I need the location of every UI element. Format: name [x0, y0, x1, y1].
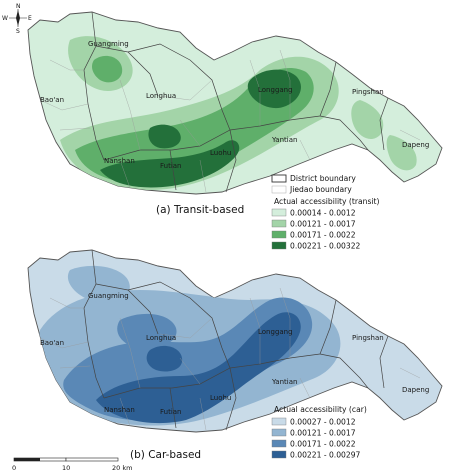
- legend-b-class-swatch-4: [271, 450, 287, 459]
- map-b-accessibility-surface: [39, 265, 341, 426]
- legend-a-class-swatch-4: [271, 241, 287, 250]
- legend-a-class-label-1: 0.00014 - 0.0012: [290, 209, 356, 218]
- legend-a-classes: 0.00014 - 0.0012 0.00121 - 0.0017 0.00171 …: [271, 208, 361, 251]
- district-label-luohu: Luohu: [210, 394, 231, 402]
- district-label-baoan: Bao'an: [40, 96, 64, 104]
- legend-a-class-swatch-3: [271, 230, 287, 239]
- scale-tick-10: 10: [62, 464, 70, 472]
- district-label-pingshan: Pingshan: [352, 334, 384, 342]
- map-a-district-boundaries: [83, 11, 389, 193]
- compass-rose: N S E W: [2, 3, 32, 35]
- map-a-district-labels: Guangming Bao'an Longhua Longgang Pingsh…: [40, 40, 429, 170]
- map-a: Guangming Bao'an Longhua Longgang Pingsh…: [27, 11, 443, 195]
- district-label-longgang: Longgang: [258, 328, 293, 336]
- legend-a-class-label-3: 0.00171 - 0.0022: [290, 231, 356, 240]
- district-label-guangming: Guangming: [88, 292, 129, 300]
- compass-w: W: [2, 15, 8, 22]
- map-b-district-labels: Guangming Bao'an Longhua Longgang Pingsh…: [40, 292, 429, 416]
- legend-b-class-label-4: 0.00221 - 0.00297: [290, 451, 361, 460]
- legend-jiedao-label: Jiedao boundary: [289, 185, 352, 194]
- district-label-yantian: Yantian: [271, 378, 297, 386]
- legend-b-class-swatch-2: [271, 428, 287, 437]
- legend-a-class-label-2: 0.00121 - 0.0017: [290, 220, 356, 229]
- district-label-nanshan: Nanshan: [104, 157, 135, 165]
- district-label-dapeng: Dapeng: [402, 141, 429, 149]
- legend-b-classes: 0.00027 - 0.0012 0.00121 - 0.0017 0.00171 …: [271, 417, 361, 460]
- caption-b: (b) Car-based: [130, 449, 201, 461]
- legend-b-class-label-1: 0.00027 - 0.0012: [290, 418, 356, 427]
- district-label-baoan: Bao'an: [40, 339, 64, 347]
- district-label-longgang: Longgang: [258, 86, 293, 94]
- map-b-district-boundaries: [83, 249, 389, 431]
- scale-tick-0: 0: [12, 464, 16, 472]
- district-label-longhua: Longhua: [146, 334, 176, 342]
- scale-tick-20: 20 km: [112, 464, 132, 472]
- legend-b-class-label-3: 0.00171 - 0.0022: [290, 440, 356, 449]
- district-label-luohu: Luohu: [210, 149, 231, 157]
- legend-a-class-swatch-1: [271, 208, 287, 217]
- compass-e: E: [28, 15, 32, 22]
- district-label-nanshan: Nanshan: [104, 406, 135, 414]
- legend-swatch-district: [271, 174, 287, 183]
- legend-b: Actual accessibility (car) 0.00027 - 0.0…: [271, 405, 367, 460]
- district-label-pingshan: Pingshan: [352, 88, 384, 96]
- map-b: Guangming Bao'an Longhua Longgang Pingsh…: [27, 249, 443, 433]
- district-label-futian: Futian: [160, 162, 182, 170]
- district-label-yantian: Yantian: [271, 136, 297, 144]
- district-label-longhua: Longhua: [146, 92, 176, 100]
- district-label-futian: Futian: [160, 408, 182, 416]
- scale-bar: 0 10 20 km: [12, 457, 132, 472]
- legend-b-title: Actual accessibility (car): [274, 405, 367, 414]
- legend-b-class-swatch-3: [271, 439, 287, 448]
- legend-a-class-label-4: 0.00221 - 0.00322: [290, 242, 361, 251]
- compass-s: S: [16, 28, 20, 35]
- map-b-jiedao-boundaries: [39, 287, 421, 431]
- district-label-dapeng: Dapeng: [402, 386, 429, 394]
- legend-b-class-swatch-1: [271, 417, 287, 426]
- caption-a: (a) Transit-based: [156, 204, 244, 216]
- legend-a-class-swatch-2: [271, 219, 287, 228]
- map-a-accessibility-surface: [60, 36, 417, 191]
- legend-a: District boundary Jiedao boundary Actual…: [271, 174, 380, 251]
- legend-b-class-label-2: 0.00121 - 0.0017: [290, 429, 356, 438]
- compass-n: N: [16, 3, 21, 10]
- legend-district-label: District boundary: [290, 174, 356, 183]
- legend-swatch-jiedao: [271, 185, 287, 194]
- legend-a-title: Actual accessibility (transit): [274, 197, 380, 206]
- map-a-jiedao-boundaries: [39, 49, 421, 193]
- district-label-guangming: Guangming: [88, 40, 129, 48]
